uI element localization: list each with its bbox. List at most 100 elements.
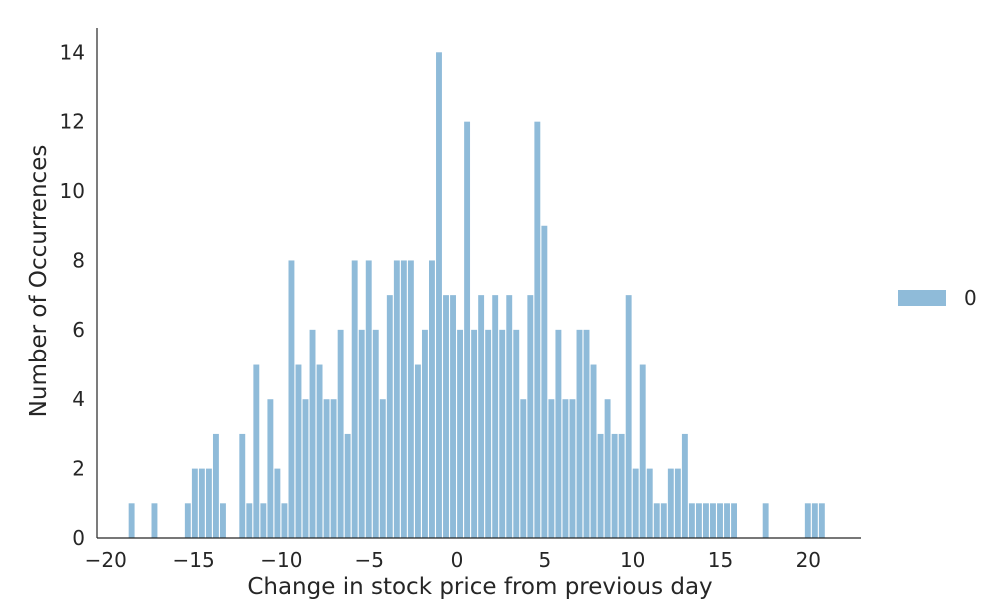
histogram-bar [695,503,702,538]
histogram-bar [316,364,323,538]
histogram-bar [731,503,737,538]
histogram-bar [288,260,295,538]
histogram-bar [239,433,246,538]
histogram-bar [358,329,365,538]
histogram-bar [330,399,337,538]
histogram-bar [653,503,660,538]
y-tick-label: 2 [72,457,85,481]
histogram-bar [429,260,435,538]
legend-swatch [898,290,946,306]
histogram-bar [818,503,825,538]
x-tick-label: −5 [354,548,383,572]
histogram-bar [365,260,372,538]
histogram-bar [541,225,548,538]
histogram-bar [762,503,769,538]
x-tick-label: 5 [538,548,551,572]
histogram-bar [710,503,716,538]
histogram-bar [471,329,478,538]
histogram-bar [151,503,158,538]
histogram-bar [302,399,309,538]
histogram-bar [205,468,212,538]
x-tick-label: 0 [451,548,464,572]
x-tick-label: 15 [708,548,733,572]
histogram-bar [478,295,485,538]
histogram-bar [260,503,267,538]
y-tick-label: 4 [72,387,85,411]
histogram-bar [611,433,618,538]
histogram-bar [499,329,506,538]
histogram-bar [681,433,688,538]
histogram-bar [309,329,316,538]
histogram-bar [555,329,562,538]
histogram-bar [632,468,639,538]
histogram-bar [485,329,492,538]
histogram-bar [212,433,219,538]
histogram-bar [372,329,379,538]
histogram-bar [351,260,358,538]
y-tick-label: 12 [60,110,85,134]
histogram-bar [184,503,191,538]
histogram-bar [436,52,442,539]
x-tick-label: −15 [172,548,214,572]
histogram-bar [253,364,260,538]
y-tick-label: 14 [60,40,85,64]
histogram-bar [246,503,253,538]
histogram-bar [674,468,681,538]
histogram-bar [604,399,611,538]
y-tick-label: 0 [72,526,85,550]
histogram-bar [220,503,226,538]
histogram-bar [597,433,604,538]
histogram-bar [527,295,534,538]
x-tick-label: 20 [796,548,821,572]
histogram-bar [443,295,449,538]
histogram-bar [386,295,393,538]
histogram-bar [337,329,344,538]
histogram-bar [128,503,135,538]
histogram-bar [281,503,288,538]
histogram-bar [198,468,205,538]
histogram-bar [492,295,499,538]
histogram-bar [414,364,421,538]
histogram-bar [576,329,583,538]
histogram-bar [804,503,811,538]
histogram-bar [667,468,674,538]
histogram-bar [513,329,520,538]
histogram-bar [400,260,407,538]
histogram-bar [295,364,302,538]
histogram-bar [583,329,590,538]
histogram-bar [660,503,667,538]
histogram-bar [393,260,400,538]
histogram-bar [274,468,281,538]
histogram-bar [379,399,386,538]
x-tick-labels: −20 −15 −10 −5 0 5 10 15 20 [85,548,821,572]
histogram-bar [646,468,653,538]
histogram-bar [702,503,709,538]
legend: 0 [898,286,977,310]
y-tick-labels: 0 2 4 6 8 10 12 14 [60,40,85,550]
histogram-bar [407,260,414,538]
histogram-bar [344,433,351,538]
histogram-bar [618,433,625,538]
y-tick-label: 6 [72,318,85,342]
x-tick-label: 10 [620,548,645,572]
histogram-bar [191,468,198,538]
histogram-bar [267,399,274,538]
histogram-bar [562,399,569,538]
histogram-bar [457,329,464,538]
histogram-bar [450,295,456,538]
histogram-bar [569,399,576,538]
histogram-bar [639,364,646,538]
bars-group [128,52,825,539]
histogram-bar [534,121,541,539]
histogram-bar [590,364,597,538]
histogram-bar [421,329,428,538]
histogram-bar [506,295,513,538]
histogram-bar [548,399,555,538]
histogram-bar [688,503,695,538]
histogram-bar [717,503,723,538]
y-tick-label: 10 [60,179,85,203]
histogram-bar [724,503,730,538]
histogram-bar [811,503,818,538]
x-axis-label: Change in stock price from previous day [247,574,712,600]
